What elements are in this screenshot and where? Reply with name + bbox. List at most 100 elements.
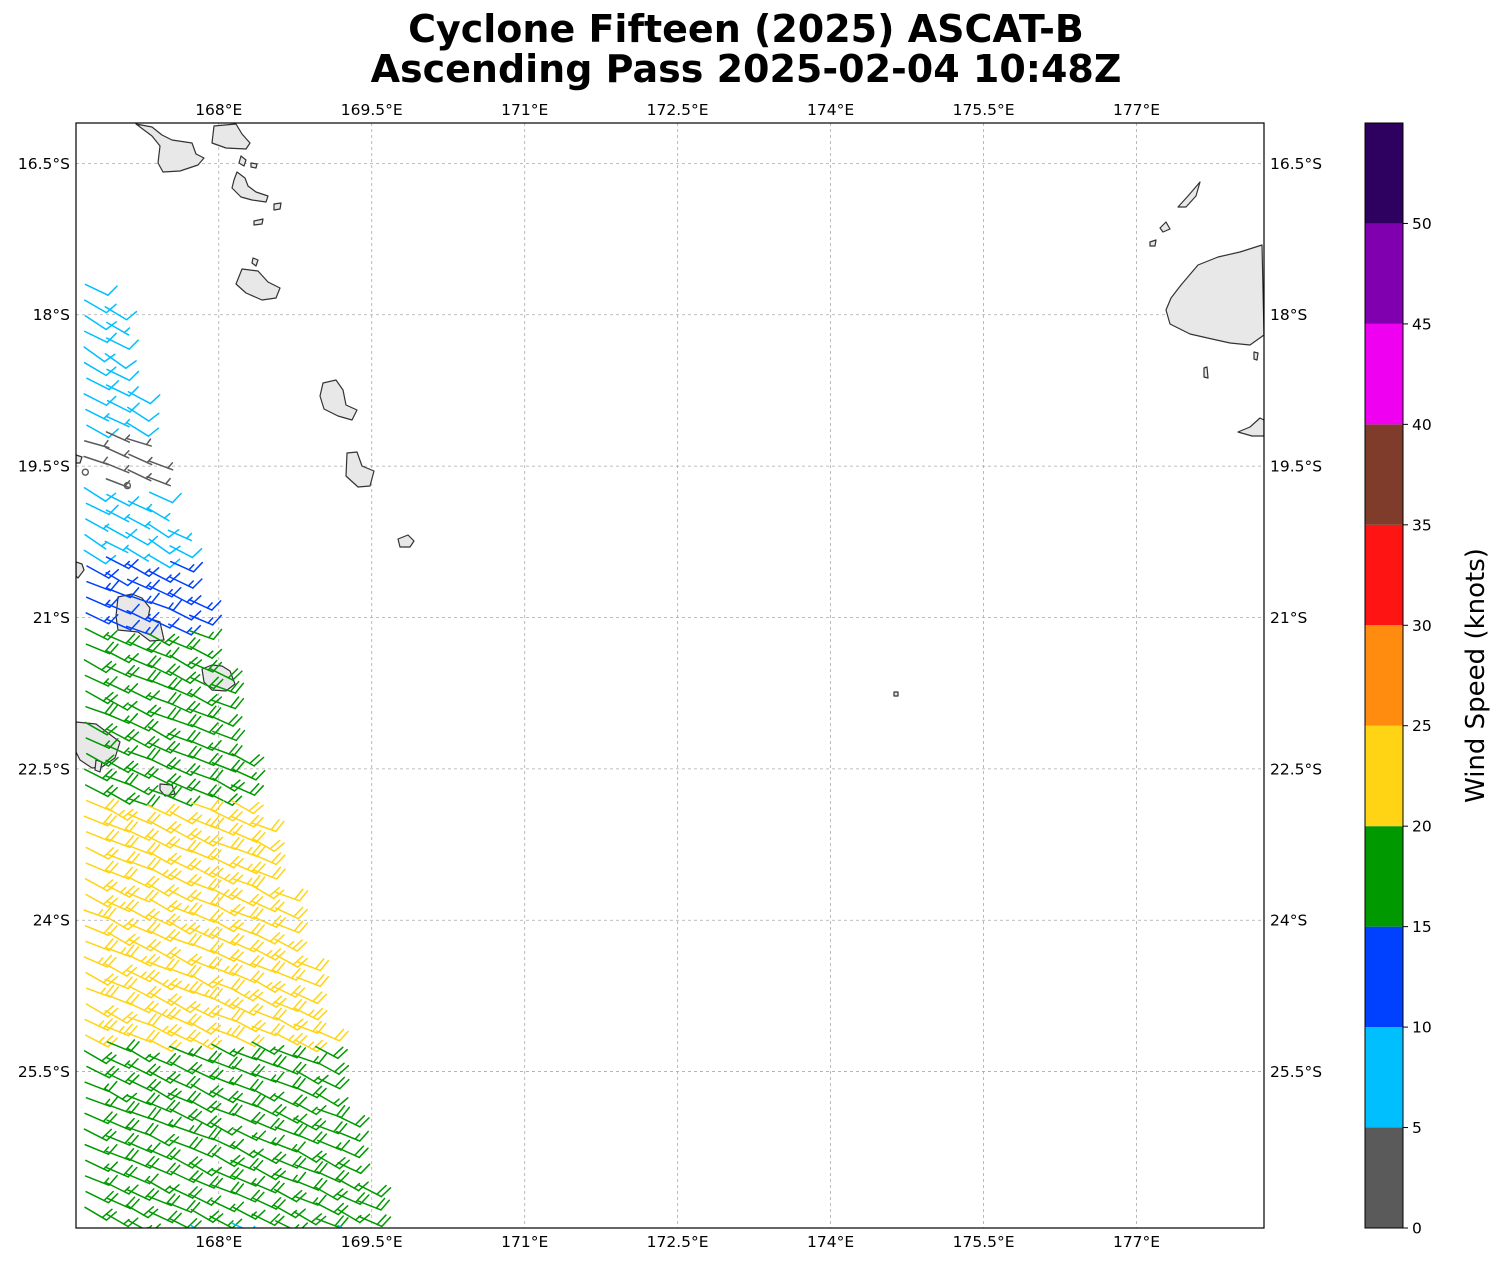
wind-barb — [251, 931, 285, 945]
barb-shaft — [126, 563, 150, 577]
barb-feather — [234, 1183, 245, 1195]
barb-feather — [208, 1175, 219, 1187]
barb-feather — [246, 846, 253, 854]
barb-shaft — [211, 1199, 236, 1213]
barb-shaft — [84, 283, 109, 296]
barb-feather — [105, 1130, 117, 1142]
barb-shaft — [105, 1135, 131, 1146]
wind-barb — [86, 1065, 120, 1079]
wind-barb — [190, 893, 224, 907]
barb-feather — [144, 908, 156, 919]
barb-feather — [187, 1156, 199, 1167]
barb-feather — [145, 842, 156, 854]
barb-shaft — [293, 1211, 317, 1226]
barb-feather — [104, 1065, 115, 1077]
barb-feather — [145, 472, 152, 480]
barb-feather — [270, 1137, 277, 1144]
wind-barb — [169, 560, 204, 573]
barb-shaft — [105, 1213, 129, 1228]
barb-shaft — [251, 1088, 276, 1102]
barb-shaft — [337, 1162, 362, 1175]
wind-barb — [272, 967, 306, 981]
barb-shaft — [104, 978, 130, 990]
barb-feather — [187, 902, 198, 914]
barb-shaft — [84, 878, 109, 892]
wind-barb — [190, 864, 224, 878]
barb-feather — [276, 1106, 287, 1117]
barb-feather — [190, 1092, 201, 1104]
barb-feather — [312, 1007, 324, 1019]
barb-feather — [102, 723, 114, 734]
barb-feather — [170, 1026, 182, 1037]
barb-feather — [287, 1034, 295, 1041]
barb-feather — [317, 1194, 327, 1206]
barb-feather — [208, 753, 219, 765]
wind-barb — [125, 1000, 159, 1014]
colorbar-tick-label: 0 — [1412, 1220, 1422, 1238]
barb-feather — [213, 942, 224, 954]
barb-feather — [338, 1159, 351, 1170]
barb-feather — [143, 766, 155, 777]
barb-shaft — [84, 674, 109, 687]
barb-feather — [123, 760, 134, 771]
barb-feather — [275, 1251, 285, 1259]
barb-feather — [233, 1201, 245, 1213]
barb-feather — [276, 1056, 287, 1068]
barb-feather — [252, 896, 264, 907]
barb-shaft — [212, 730, 237, 742]
barb-shaft — [273, 1188, 298, 1203]
barb-shaft — [188, 1052, 214, 1064]
wind-barb — [167, 700, 201, 714]
barb-feather — [210, 1117, 222, 1129]
barb-feather — [186, 953, 198, 964]
barb-feather — [166, 978, 178, 988]
barb-shaft — [148, 1117, 174, 1128]
barb-feather — [294, 1208, 306, 1219]
barb-feather — [183, 905, 190, 912]
barb-feather — [229, 1154, 241, 1165]
barb-shaft — [127, 1141, 153, 1154]
barb-shaft — [211, 1184, 236, 1195]
barb-feather — [269, 932, 281, 943]
barb-shaft — [252, 1197, 278, 1210]
wind-barb — [85, 1190, 119, 1204]
barb-feather — [187, 714, 197, 726]
barb-shaft — [105, 775, 131, 786]
barb-feather — [191, 715, 202, 728]
map-title-line1: Cyclone Fifteen (2025) ASCAT-B — [408, 7, 1084, 51]
wind-barb — [126, 563, 160, 577]
barb-shaft — [274, 907, 300, 920]
barb-feather — [337, 1257, 347, 1264]
colorbar-tick-label: 25 — [1412, 717, 1432, 735]
barb-shaft — [190, 1177, 215, 1189]
wind-barb — [295, 1243, 326, 1255]
wind-barb — [85, 690, 119, 705]
barb-shaft — [272, 1079, 298, 1090]
barb-feather — [249, 939, 260, 951]
barb-feather — [185, 532, 193, 540]
barb-feather — [171, 693, 182, 706]
barb-shaft — [190, 1068, 215, 1081]
wind-barb — [104, 462, 130, 474]
barb-shaft — [148, 538, 171, 555]
barb-feather — [211, 1146, 222, 1158]
wind-barb — [190, 940, 224, 954]
barb-feather — [191, 966, 202, 978]
barb-feather — [338, 1030, 349, 1042]
barb-feather — [228, 1076, 235, 1084]
barb-feather — [232, 811, 243, 822]
barb-shaft — [168, 1014, 193, 1027]
barb-feather — [124, 1147, 135, 1160]
barb-feather — [188, 1136, 199, 1148]
barb-feather — [109, 986, 120, 998]
barb-feather — [107, 786, 118, 798]
wind-barb — [251, 1213, 285, 1226]
barb-feather — [165, 1162, 176, 1174]
barb-feather — [186, 626, 193, 634]
barb-shaft — [105, 759, 129, 774]
barb-feather — [148, 768, 159, 779]
lon-tick-label-top: 168°E — [195, 101, 242, 119]
barb-shaft — [230, 1081, 256, 1092]
barb-feather — [103, 1177, 110, 1185]
barb-feather — [270, 960, 281, 972]
